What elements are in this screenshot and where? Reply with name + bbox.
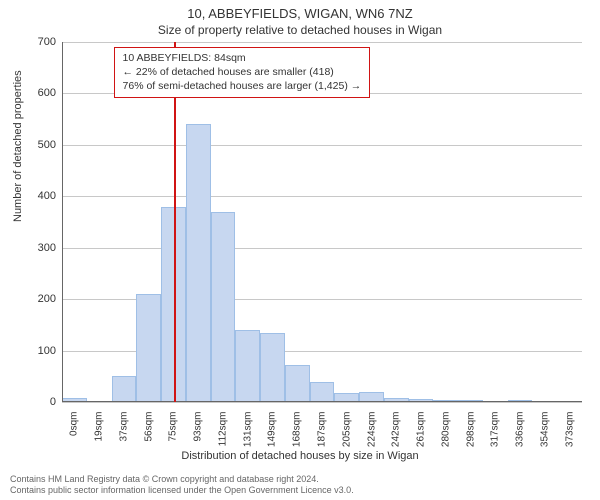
x-tick-label: 168sqm [292, 412, 303, 472]
bar [211, 212, 236, 402]
footer-attribution: Contains HM Land Registry data © Crown c… [10, 474, 354, 497]
bar [310, 382, 335, 402]
x-tick-label: 19sqm [94, 412, 105, 472]
bar [136, 294, 161, 402]
y-tick-label: 700 [26, 36, 56, 48]
bar [235, 330, 260, 402]
y-tick-label: 100 [26, 345, 56, 357]
chart-area: 0100200300400500600700 0sqm19sqm37sqm56s… [62, 42, 582, 402]
x-tick-label: 336sqm [515, 412, 526, 472]
x-tick-label: 354sqm [539, 412, 550, 472]
y-tick-label: 0 [26, 396, 56, 408]
y-tick-label: 600 [26, 87, 56, 99]
y-axis-line [62, 42, 63, 402]
bar [186, 124, 211, 402]
x-axis-label: Distribution of detached houses by size … [0, 450, 600, 462]
x-tick-label: 37sqm [118, 412, 129, 472]
x-tick-label: 93sqm [193, 412, 204, 472]
page-title-sub: Size of property relative to detached ho… [0, 21, 600, 37]
bar [260, 333, 285, 402]
x-axis-line [62, 401, 582, 402]
x-tick-label: 373sqm [564, 412, 575, 472]
y-axis-label: Number of detached properties [12, 70, 24, 222]
footer-line-1: Contains HM Land Registry data © Crown c… [10, 474, 354, 485]
annotation-line-2: ← 22% of detached houses are smaller (41… [123, 65, 362, 79]
x-tick-label: 317sqm [490, 412, 501, 472]
y-tick-label: 500 [26, 139, 56, 151]
annotation-line-1: 10 ABBEYFIELDS: 84sqm [123, 51, 362, 65]
x-tick-label: 205sqm [341, 412, 352, 472]
x-tick-label: 56sqm [143, 412, 154, 472]
y-tick-label: 200 [26, 293, 56, 305]
bar [112, 376, 137, 402]
x-tick-label: 261sqm [416, 412, 427, 472]
x-tick-label: 112sqm [217, 412, 228, 472]
bar [285, 365, 310, 402]
x-tick-label: 75sqm [168, 412, 179, 472]
grid-line [62, 402, 582, 403]
footer-line-2: Contains public sector information licen… [10, 485, 354, 496]
y-tick-label: 300 [26, 242, 56, 254]
x-tick-label: 298sqm [465, 412, 476, 472]
x-tick-label: 187sqm [317, 412, 328, 472]
x-tick-label: 0sqm [69, 412, 80, 472]
y-tick-label: 400 [26, 190, 56, 202]
annotation-line-3: 76% of semi-detached houses are larger (… [123, 79, 362, 93]
x-tick-label: 280sqm [440, 412, 451, 472]
annotation-box: 10 ABBEYFIELDS: 84sqm ← 22% of detached … [114, 47, 371, 98]
page-title-main: 10, ABBEYFIELDS, WIGAN, WN6 7NZ [0, 0, 600, 21]
x-tick-label: 149sqm [267, 412, 278, 472]
x-tick-label: 131sqm [242, 412, 253, 472]
x-tick-label: 224sqm [366, 412, 377, 472]
x-tick-label: 242sqm [391, 412, 402, 472]
